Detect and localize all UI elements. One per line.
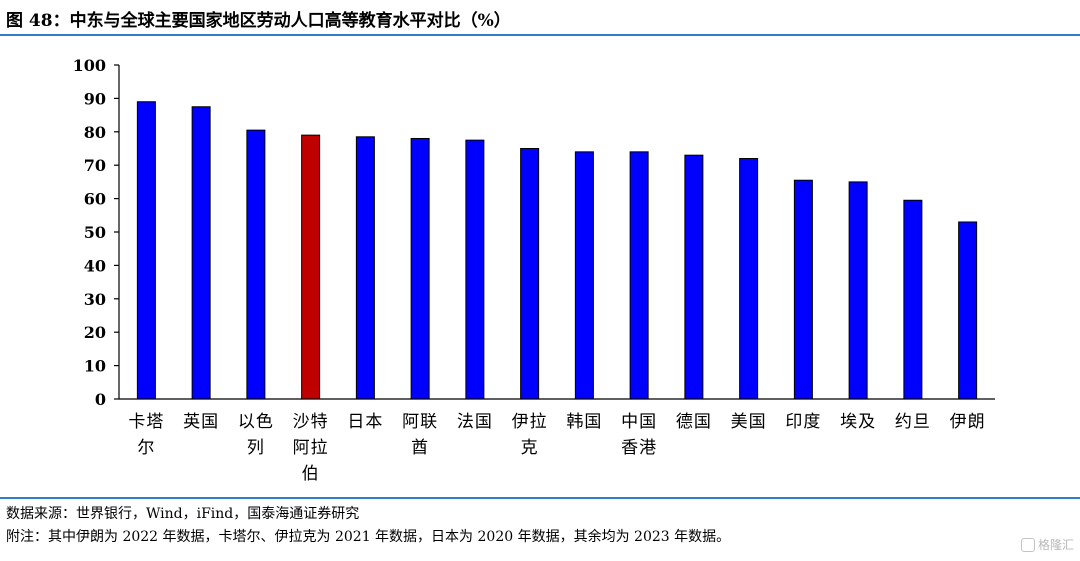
y-tick-label: 10 xyxy=(84,357,106,376)
x-category-label: 阿拉 xyxy=(293,438,329,458)
x-category-label: 美国 xyxy=(731,412,767,432)
figure-title: 图 48：中东与全球主要国家地区劳动人口高等教育水平对比（%） xyxy=(6,11,511,31)
watermark-text: 格隆汇 xyxy=(1037,538,1074,552)
bar-10 xyxy=(629,151,649,400)
x-category-label: 伊拉 xyxy=(512,412,548,432)
y-tick-label: 0 xyxy=(95,390,106,409)
x-category-label: 酋 xyxy=(411,438,429,458)
y-tick-label: 70 xyxy=(84,156,106,175)
bar-8 xyxy=(520,148,540,400)
bar-11 xyxy=(684,154,704,400)
x-category-label: 韩国 xyxy=(566,412,602,432)
x-category-label: 以色 xyxy=(238,412,274,432)
y-tick-label: 100 xyxy=(73,56,106,75)
bar-4 xyxy=(301,134,321,400)
watermark: 格隆汇 xyxy=(1020,536,1074,553)
y-tick-label: 30 xyxy=(84,290,106,309)
x-category-label: 法国 xyxy=(457,412,493,432)
x-category-label: 克 xyxy=(521,438,539,458)
y-tick-label: 90 xyxy=(84,89,106,108)
x-category-label: 伯 xyxy=(302,464,320,484)
x-category-label: 阿联 xyxy=(402,412,438,432)
bar-7 xyxy=(465,139,485,400)
x-category-label: 印度 xyxy=(785,412,821,432)
bar-5 xyxy=(355,136,375,400)
x-category-label: 尔 xyxy=(137,438,155,458)
y-tick-label: 20 xyxy=(84,323,106,342)
y-tick-label: 60 xyxy=(84,190,106,209)
y-tick-label: 50 xyxy=(84,223,106,242)
y-tick-label: 80 xyxy=(84,123,106,142)
x-category-label: 埃及 xyxy=(840,412,876,432)
x-category-label: 伊朗 xyxy=(950,412,986,432)
footer-divider xyxy=(0,497,1080,499)
data-source-text: 数据来源：世界银行，Wind，iFind，国泰海通证券研究 xyxy=(6,506,360,522)
bar-12 xyxy=(739,158,759,400)
bar-2 xyxy=(191,106,211,400)
y-tick-label: 40 xyxy=(84,256,106,275)
bar-15 xyxy=(903,199,923,400)
bar-6 xyxy=(410,137,430,400)
x-category-label: 列 xyxy=(247,438,265,458)
note-text: 附注：其中伊朗为 2022 年数据，卡塔尔、伊拉克为 2021 年数据，日本为 … xyxy=(6,529,731,545)
x-category-label: 日本 xyxy=(347,412,383,432)
watermark-logo-icon xyxy=(1020,538,1035,552)
bar-16 xyxy=(958,221,978,400)
x-category-label: 中国 xyxy=(621,412,657,432)
x-category-label: 约旦 xyxy=(895,412,931,432)
bar-3 xyxy=(246,129,266,400)
x-category-label: 沙特 xyxy=(293,412,329,432)
x-category-label: 卡塔 xyxy=(128,412,164,432)
bar-14 xyxy=(848,181,868,400)
bar-1 xyxy=(136,101,156,400)
title-divider xyxy=(0,34,1080,36)
x-category-label: 德国 xyxy=(676,412,712,432)
bar-13 xyxy=(793,179,813,400)
x-category-label: 英国 xyxy=(183,412,219,432)
x-category-label: 香港 xyxy=(621,438,657,458)
bar-9 xyxy=(574,151,594,400)
